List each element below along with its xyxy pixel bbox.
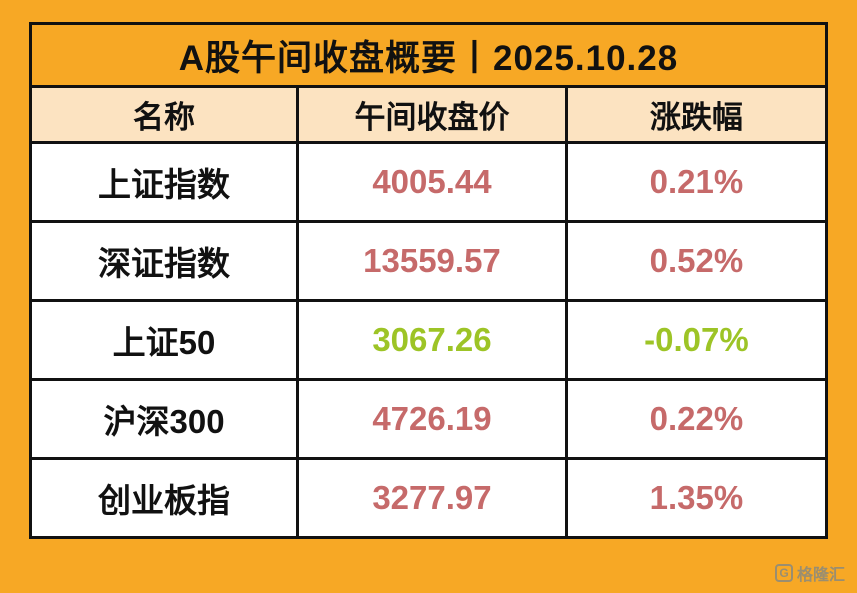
table-row: 深证指数 13559.57 0.52% — [32, 220, 825, 299]
change-value: 0.21% — [564, 144, 825, 220]
index-name: 创业板指 — [98, 482, 231, 519]
table-row: 创业板指 3277.97 1.35% — [32, 457, 825, 536]
price-value: 4005.44 — [296, 144, 565, 220]
midday-summary-table: A股午间收盘概要丨2025.10.28 名称 午间收盘价 涨跌幅 上证指数 40… — [29, 22, 828, 539]
price-value: 13559.57 — [296, 223, 565, 299]
gelonghui-watermark: G 格隆汇 — [774, 561, 845, 585]
index-name: 上证50 — [112, 324, 216, 361]
table-header-row: 名称 午间收盘价 涨跌幅 — [32, 85, 825, 141]
index-name: 上证指数 — [98, 166, 231, 203]
gelonghui-logo-icon: G — [774, 564, 793, 582]
header-name: 名称 — [133, 100, 196, 135]
change-value: 0.52% — [564, 223, 825, 299]
change-value: 1.35% — [564, 460, 825, 536]
header-price: 午间收盘价 — [296, 88, 565, 141]
index-name: 深证指数 — [98, 245, 231, 282]
change-value: 0.22% — [564, 381, 825, 457]
price-value: 3277.97 — [296, 460, 565, 536]
change-value: -0.07% — [564, 302, 825, 378]
table-row: 上证指数 4005.44 0.21% — [32, 141, 825, 220]
header-change: 涨跌幅 — [564, 88, 825, 141]
watermark-text: 格隆汇 — [796, 567, 845, 584]
price-value: 4726.19 — [296, 381, 565, 457]
page-title: A股午间收盘概要丨2025.10.28 — [32, 25, 825, 85]
index-name: 沪深300 — [103, 403, 225, 440]
table-row: 上证50 3067.26 -0.07% — [32, 299, 825, 378]
price-value: 3067.26 — [296, 302, 565, 378]
table-row: 沪深300 4726.19 0.22% — [32, 378, 825, 457]
